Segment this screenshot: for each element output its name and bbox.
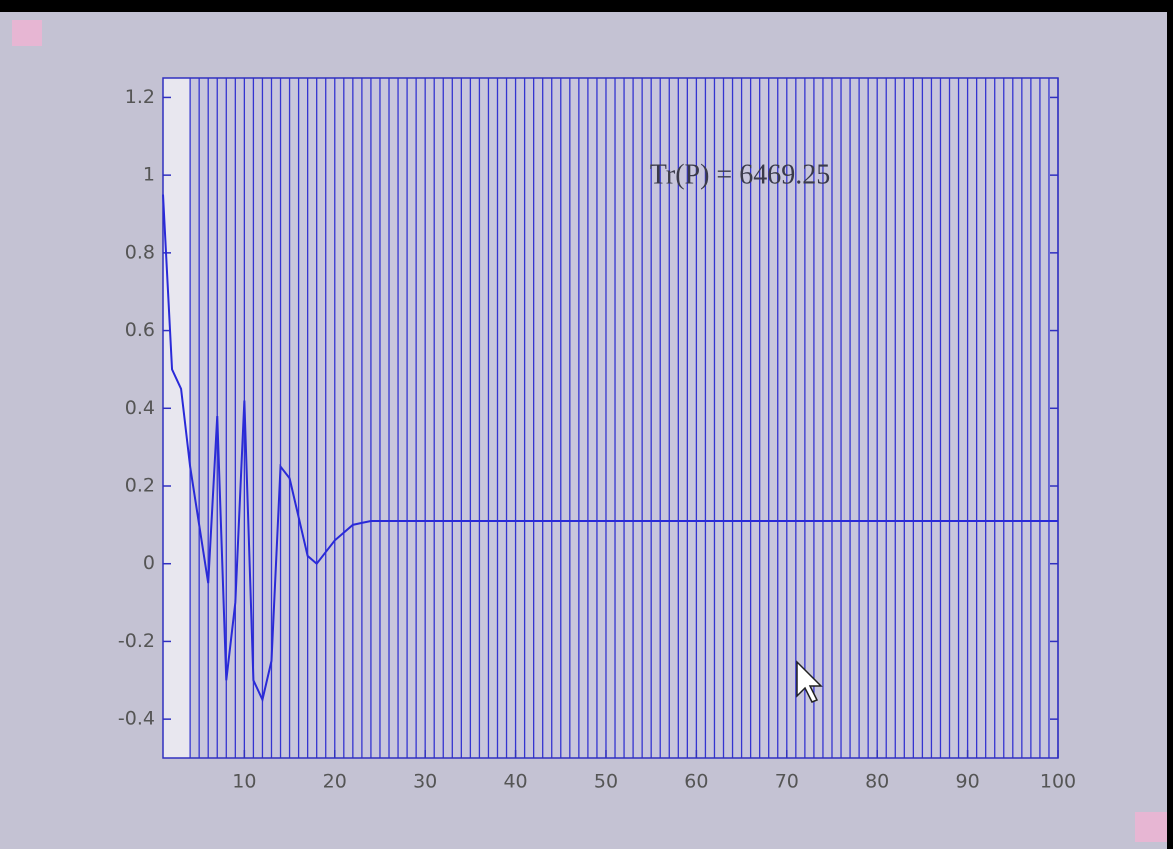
chart: Tr(P) = 6469.25 -0.4 -0.2 0 0.2 0.4 0.6 0.8 1 1.…: [0, 0, 1173, 849]
x-tick-label: 20: [323, 771, 347, 793]
x-tick-label: 90: [956, 771, 980, 793]
plot-area: [163, 78, 1058, 758]
x-tick-label: 50: [594, 771, 618, 793]
y-tick-label: 0.4: [125, 397, 155, 419]
x-tick-label: 80: [865, 771, 889, 793]
corner-marker: [1135, 812, 1167, 842]
y-tick-label: 0.6: [125, 319, 155, 341]
y-tick-label: -0.2: [118, 630, 155, 652]
page: Tr(P) = 6469.25 -0.4 -0.2 0 0.2 0.4 0.6 0.8 1 1.…: [0, 0, 1173, 849]
x-tick-label: 60: [684, 771, 708, 793]
x-tick-label: 70: [775, 771, 799, 793]
y-tick-label: 0.2: [125, 475, 155, 497]
x-tick-label: 30: [413, 771, 437, 793]
plot-strip: [163, 78, 190, 758]
y-tick-label: -0.4: [118, 708, 155, 730]
x-tick-label: 10: [232, 771, 256, 793]
y-tick-label: 0.8: [125, 241, 155, 263]
x-tick-label: 100: [1040, 771, 1076, 793]
annotation: Tr(P) = 6469.25: [650, 159, 830, 190]
y-tick-label: 1.2: [125, 86, 155, 108]
x-tick-label: 40: [503, 771, 527, 793]
corner-marker: [12, 20, 42, 46]
y-tick-label: 0: [143, 552, 155, 574]
y-tick-label: 1: [143, 164, 155, 186]
